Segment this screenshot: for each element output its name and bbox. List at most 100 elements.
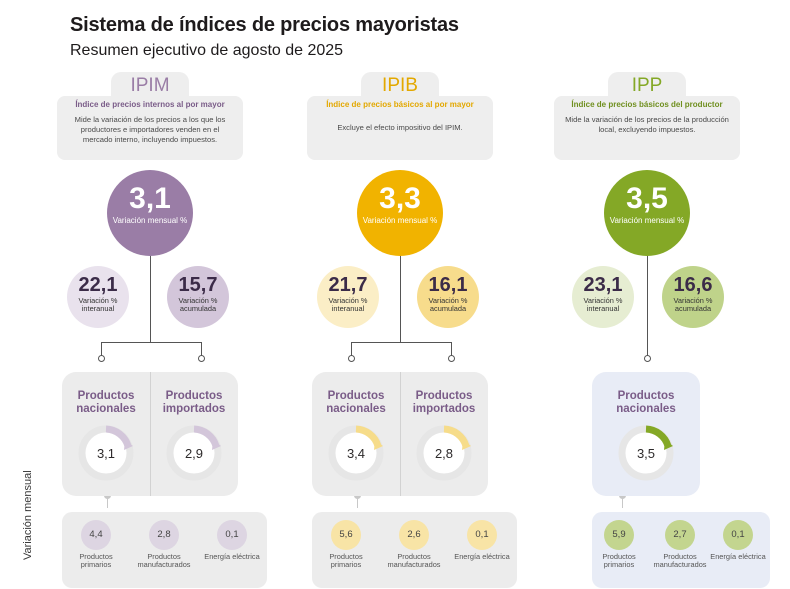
ipp-breakdown-box: 5,9 Productos primarios 2,7 Productos ma…: [592, 512, 770, 588]
ipim-monthly-label: Variación mensual %: [112, 216, 188, 225]
connector-dot: [98, 355, 105, 362]
connector-line: [357, 494, 358, 508]
ipib-monthly-circle: 3,3 Variación mensual %: [357, 170, 443, 256]
ipp-accumulated-value: 16,6: [673, 274, 713, 296]
ipim-description: Mide la variación de los precios a los q…: [74, 115, 226, 144]
page-title: Sistema de índices de precios mayoristas: [70, 14, 459, 36]
ring-value: 3,1: [96, 446, 116, 461]
ring-icon: 3,1: [77, 424, 135, 482]
breakdown-value: 0,1: [723, 520, 753, 550]
ipp-interannual-value: 23,1: [583, 274, 623, 296]
breakdown-value: 5,6: [331, 520, 361, 550]
ipp-description: Mide la variación de los precios de la p…: [565, 115, 729, 134]
ipim-interannual-label: Variación % interanual: [78, 296, 118, 313]
ipib-monthly-label: Variación mensual %: [362, 216, 438, 225]
ipib-imported-products: Productos importados 2,8: [400, 372, 488, 496]
connector-line: [647, 252, 648, 356]
ipp-monthly-circle: 3,5 Variación mensual %: [604, 170, 690, 256]
connector-line: [351, 342, 451, 343]
ring-value: 2,8: [434, 446, 454, 461]
breakdown-label: Productos primarios: [329, 552, 363, 569]
ring-icon: 3,4: [327, 424, 385, 482]
ipib-monthly-value: 3,3: [379, 182, 421, 215]
ipim-monthly-circle: 3,1 Variación mensual %: [107, 170, 193, 256]
ipim-accumulated-label: Variación % acumulada: [178, 296, 218, 313]
breakdown-item: 5,6 Productos primarios: [314, 520, 378, 569]
breakdown-item: 4,4 Productos primarios: [64, 520, 128, 569]
ipib-tab: IPIB: [361, 72, 439, 100]
product-name: Productos nacionales: [326, 390, 386, 415]
breakdown-value: 2,7: [665, 520, 695, 550]
breakdown-label: Productos manufacturados: [653, 552, 707, 569]
ipim-breakdown-box: 4,4 Productos primarios 2,8 Productos ma…: [62, 512, 267, 588]
breakdown-label: Productos primarios: [602, 552, 636, 569]
breakdown-label: Productos primarios: [79, 552, 113, 569]
connector-line: [622, 494, 623, 508]
ipib-interannual-label: Variación % interanual: [328, 296, 368, 313]
ipim-accumulated-value: 15,7: [178, 274, 218, 296]
ipim-tab: IPIM: [111, 72, 189, 100]
breakdown-item: 0,1 Energía eléctrica: [200, 520, 264, 561]
ring-value: 3,5: [636, 446, 656, 461]
connector-dot: [644, 355, 651, 362]
breakdown-item: 2,7 Productos manufacturados: [648, 520, 712, 569]
breakdown-value: 2,6: [399, 520, 429, 550]
ring-icon: 3,5: [617, 424, 675, 482]
connector-line: [400, 252, 401, 342]
ipib-breakdown-box: 5,6 Productos primarios 2,6 Productos ma…: [312, 512, 517, 588]
divider: [400, 372, 401, 496]
ipim-column: IPIM Índice de precios internos al por m…: [25, 72, 275, 589]
ring-icon: 2,8: [415, 424, 473, 482]
ipib-column: IPIB Índice de precios básicos al por ma…: [275, 72, 525, 589]
ipim-monthly-value: 3,1: [129, 182, 171, 215]
product-name: Productos importados: [412, 390, 476, 415]
breakdown-label: Productos manufacturados: [137, 552, 191, 569]
ipib-accumulated-circle: 16,1 Variación % acumulada: [417, 266, 479, 328]
ipp-products-box: Productos nacionales 3,5: [592, 372, 700, 496]
breakdown-label: Energía eléctrica: [204, 552, 260, 561]
breakdown-label: Energía eléctrica: [710, 552, 766, 561]
breakdown-value: 2,8: [149, 520, 179, 550]
ipib-products-box: Productos nacionales 3,4 Productos impor…: [312, 372, 488, 496]
ipim-national-products: Productos nacionales 3,1: [62, 372, 150, 496]
breakdown-value: 4,4: [81, 520, 111, 550]
product-name: Productos importados: [162, 390, 226, 415]
ipp-monthly-value: 3,5: [626, 182, 668, 215]
connector-line: [107, 494, 108, 508]
connector-line: [101, 342, 201, 343]
breakdown-value: 0,1: [467, 520, 497, 550]
breakdown-label: Productos manufacturados: [387, 552, 441, 569]
connector-line: [150, 252, 151, 342]
ipp-monthly-label: Variación mensual %: [609, 216, 685, 225]
ipim-imported-products: Productos importados 2,9: [150, 372, 238, 496]
connector-line: [201, 342, 202, 356]
page-subtitle: Resumen ejecutivo de agosto de 2025: [70, 42, 344, 59]
breakdown-label: Energía eléctrica: [454, 552, 510, 561]
ipp-accumulated-label: Variación % acumulada: [673, 296, 713, 313]
product-name: Productos nacionales: [616, 390, 676, 415]
ipp-index-name: Índice de precios básicos del productor: [571, 100, 723, 109]
ipim-interannual-value: 22,1: [78, 274, 118, 296]
breakdown-item: 2,6 Productos manufacturados: [382, 520, 446, 569]
product-name: Productos nacionales: [76, 390, 136, 415]
ipp-accumulated-circle: 16,6 Variación % acumulada: [662, 266, 724, 328]
ipp-description-box: Índice de precios básicos del productor …: [554, 96, 740, 160]
ipib-description-box: Índice de precios básicos al por mayor E…: [307, 96, 493, 160]
breakdown-value: 0,1: [217, 520, 247, 550]
breakdown-item: 0,1 Energía eléctrica: [450, 520, 514, 561]
connector-dot: [448, 355, 455, 362]
ipib-national-products: Productos nacionales 3,4: [312, 372, 400, 496]
ring-icon: 2,9: [165, 424, 223, 482]
ipib-index-name: Índice de precios básicos al por mayor: [326, 100, 474, 109]
ring-value: 2,9: [184, 446, 204, 461]
ipp-tab: IPP: [608, 72, 686, 100]
ipib-accumulated-value: 16,1: [428, 274, 468, 296]
breakdown-item: 2,8 Productos manufacturados: [132, 520, 196, 569]
ring-value: 3,4: [346, 446, 366, 461]
ipp-interannual-label: Variación % interanual: [583, 296, 623, 313]
ipib-description: Excluye el efecto impositivo del IPIM.: [337, 123, 463, 132]
connector-dot: [198, 355, 205, 362]
ipp-column: IPP Índice de precios básicos del produc…: [522, 72, 772, 589]
ipib-interannual-circle: 21,7 Variación % interanual: [317, 266, 379, 328]
breakdown-item: 0,1 Energía eléctrica: [706, 520, 770, 561]
